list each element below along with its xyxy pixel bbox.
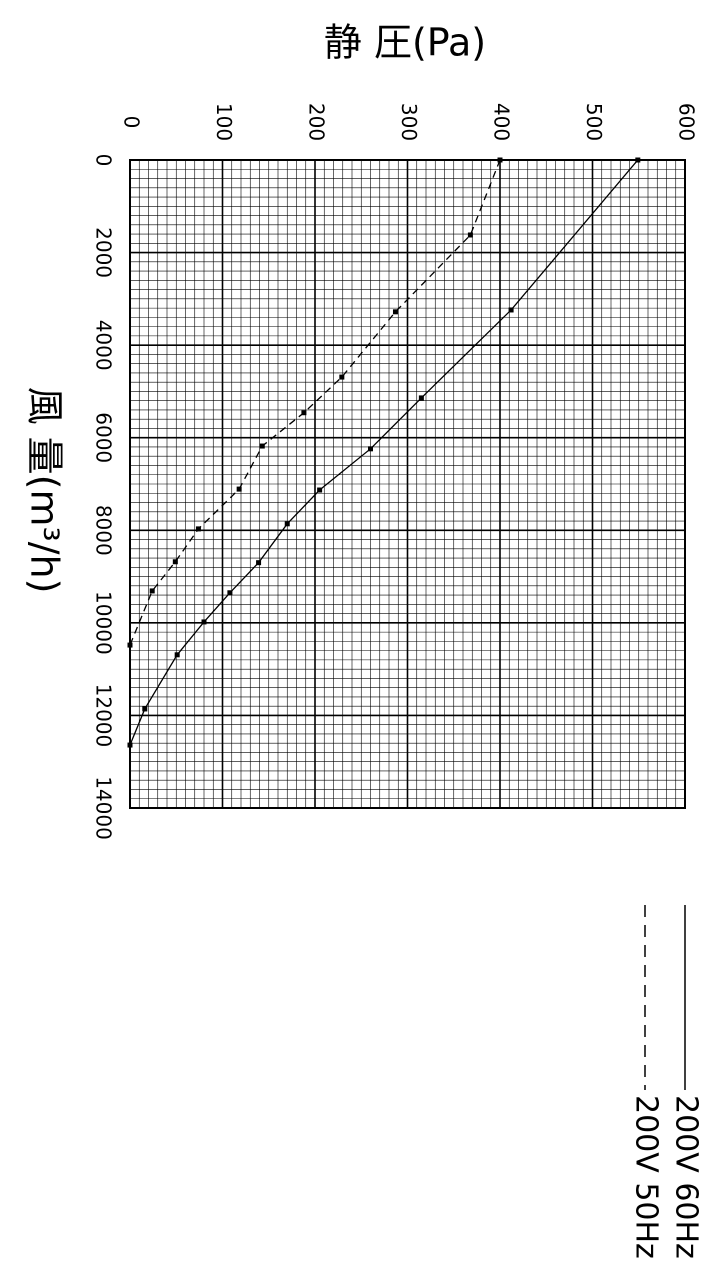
data-point <box>508 307 514 313</box>
x-tick-label: 10000 <box>92 591 116 655</box>
data-point <box>149 588 155 594</box>
data-point <box>142 706 148 712</box>
x-axis-label: 風 量(m³/h) <box>23 387 67 594</box>
data-point <box>256 560 262 566</box>
data-point <box>259 443 265 449</box>
data-point <box>317 487 323 493</box>
data-point <box>172 559 178 565</box>
y-tick-label: 0 <box>120 116 144 129</box>
x-tick-label: 2000 <box>92 227 116 278</box>
chart-title: 静 圧(Pa) <box>324 21 486 65</box>
data-point <box>236 486 242 492</box>
x-tick-label: 12000 <box>92 684 116 748</box>
x-tick-label: 0 <box>92 154 116 167</box>
legend-label: 200V 60Hz <box>669 1095 704 1259</box>
data-point <box>301 410 307 416</box>
series-line <box>129 159 639 746</box>
legend-label: 200V 50Hz <box>629 1095 664 1259</box>
x-tick-label: 6000 <box>92 412 116 463</box>
data-point <box>392 309 398 315</box>
data-point <box>467 232 473 238</box>
x-tick-label: 14000 <box>92 776 116 840</box>
x-tick-label: 4000 <box>92 320 116 371</box>
y-tick-label: 300 <box>397 103 421 141</box>
data-point <box>368 446 373 452</box>
x-tick-label: 8000 <box>92 505 116 556</box>
data-point <box>174 652 180 658</box>
data-point <box>201 619 207 625</box>
data-point <box>227 590 233 596</box>
y-tick-label: 400 <box>490 103 514 141</box>
data-point <box>284 521 290 527</box>
data-point <box>339 374 345 380</box>
y-tick-label: 600 <box>675 103 699 141</box>
y-tick-label: 500 <box>582 103 606 141</box>
plot-frame <box>129 159 686 809</box>
y-tick-label: 200 <box>305 103 329 141</box>
data-point <box>195 526 201 532</box>
y-tick-label: 100 <box>212 103 236 141</box>
data-point <box>418 395 424 401</box>
